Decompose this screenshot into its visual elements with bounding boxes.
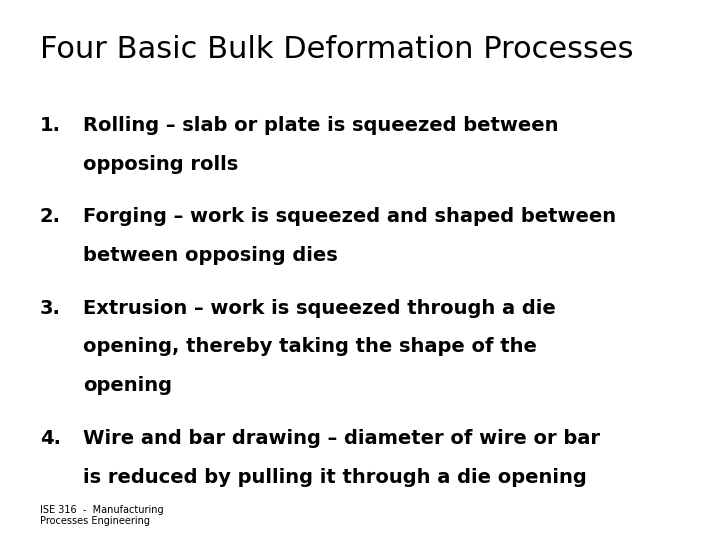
- Text: Extrusion – work is squeezed through a die: Extrusion – work is squeezed through a d…: [83, 299, 556, 318]
- Text: opposing rolls: opposing rolls: [83, 155, 238, 174]
- Text: 3.: 3.: [40, 299, 60, 318]
- Text: opening, thereby taking the shape of the: opening, thereby taking the shape of the: [83, 338, 536, 356]
- Text: 1.: 1.: [40, 116, 60, 135]
- Text: opening: opening: [83, 376, 172, 395]
- Text: Wire and bar drawing – diameter of wire or bar: Wire and bar drawing – diameter of wire …: [83, 429, 600, 448]
- Text: Forging – work is squeezed and shaped between: Forging – work is squeezed and shaped be…: [83, 207, 616, 226]
- Text: Rolling – slab or plate is squeezed between: Rolling – slab or plate is squeezed betw…: [83, 116, 558, 135]
- Text: Four Basic Bulk Deformation Processes: Four Basic Bulk Deformation Processes: [40, 35, 633, 64]
- Text: is reduced by pulling it through a die opening: is reduced by pulling it through a die o…: [83, 468, 587, 487]
- Text: 2.: 2.: [40, 207, 60, 226]
- Text: ISE 316  -  Manufacturing
Processes Engineering: ISE 316 - Manufacturing Processes Engine…: [40, 505, 163, 526]
- Text: 4.: 4.: [40, 429, 60, 448]
- Text: between opposing dies: between opposing dies: [83, 246, 338, 265]
